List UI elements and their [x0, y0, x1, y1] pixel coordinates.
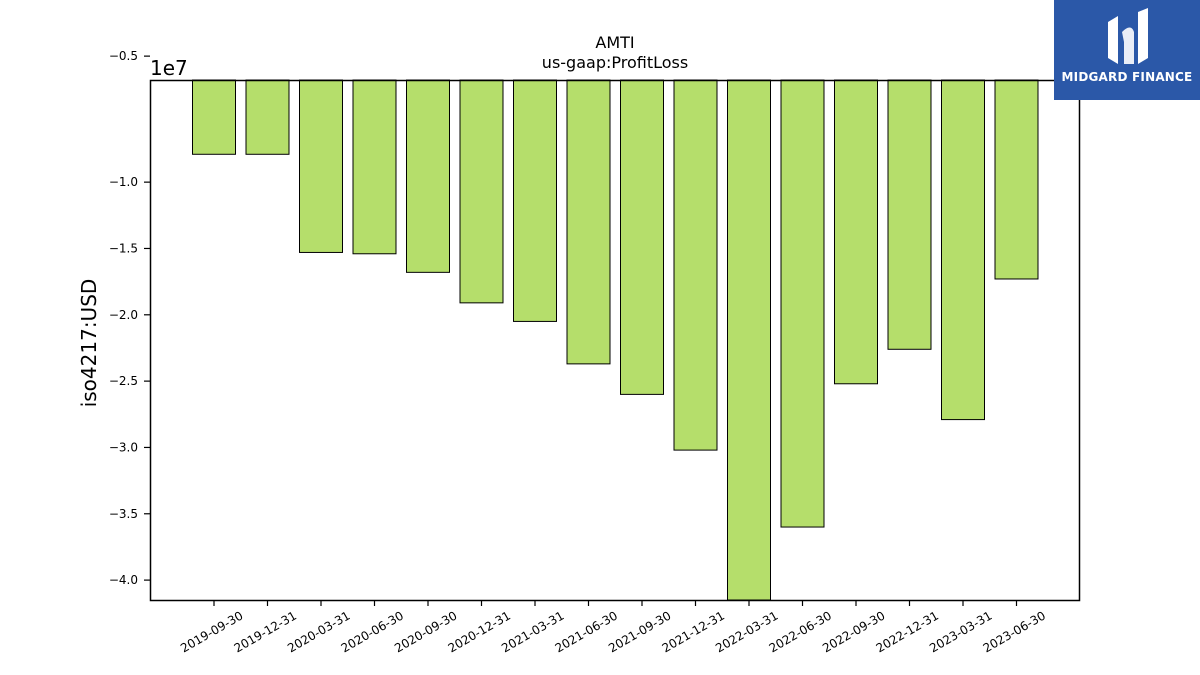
bar-2022-09-30 — [834, 79, 878, 385]
bar-2023-03-31 — [941, 79, 985, 421]
y-tick-label: −1.0 — [109, 175, 138, 189]
plot-frame — [149, 79, 1081, 602]
bar-2019-12-31 — [245, 79, 290, 155]
bar-2019-09-30 — [192, 79, 236, 155]
bar-2022-12-31 — [887, 79, 932, 350]
chart-title: AMTI — [595, 33, 634, 52]
y-tick-label: −0.5 — [109, 49, 138, 63]
bar-2021-09-30 — [620, 79, 664, 395]
y-tick-label: −3.0 — [109, 440, 138, 454]
y-tick-label: −2.0 — [109, 308, 138, 322]
y-tick-label: −3.5 — [109, 507, 138, 521]
bar-2021-06-30 — [566, 79, 611, 365]
bar-2021-12-31 — [673, 79, 718, 451]
bar-2020-03-31 — [299, 79, 343, 253]
bar-2021-03-31 — [513, 79, 557, 322]
bar-2020-09-30 — [406, 79, 450, 273]
y-offset-label: 1e7 — [150, 56, 188, 80]
y-axis-label: iso4217:USD — [77, 279, 101, 408]
y-tick-label: −4.0 — [109, 573, 138, 587]
bar-2022-06-30 — [780, 79, 825, 528]
y-tick-label: −1.5 — [109, 241, 138, 255]
bar-2022-03-31 — [727, 79, 771, 601]
chart-subtitle: us-gaap:ProfitLoss — [542, 53, 688, 72]
bar-2020-12-31 — [459, 79, 504, 304]
bar-2023-06-30 — [994, 79, 1039, 280]
bar-2020-06-30 — [352, 79, 397, 255]
watermark-text: MIDGARD FINANCE — [1061, 70, 1193, 84]
y-tick-label: −2.5 — [109, 374, 138, 388]
watermark-logo: MIDGARD FINANCE — [1054, 0, 1200, 100]
midgard-logo-icon — [1108, 8, 1148, 64]
